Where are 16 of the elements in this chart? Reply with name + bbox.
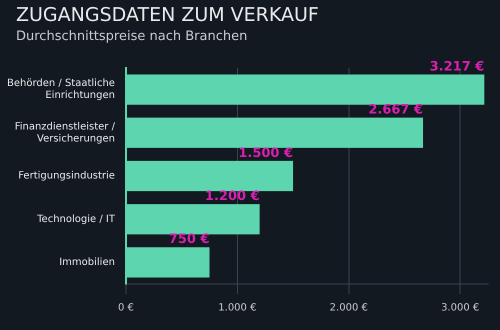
- y-tick-label: Immobilien: [59, 256, 115, 268]
- data-label: 1.500 €: [238, 146, 294, 161]
- x-tick-label: 1.000 €: [218, 302, 256, 314]
- data-label: 750 €: [168, 232, 210, 248]
- y-tick-label: Fertigungsindustrie: [18, 170, 115, 182]
- x-tick-label: 3.000 €: [441, 302, 480, 314]
- data-label: 1.200 €: [204, 188, 260, 204]
- data-label: 3.217 €: [430, 59, 484, 74]
- y-tick-label: Finanzdienstleister / Versicherungen: [14, 121, 116, 144]
- x-tick-label: 2.000 €: [330, 302, 368, 314]
- y-tick-label: Behörden / Staatliche Einrichtungen: [6, 78, 115, 102]
- chart-subtitle: Durchschnittspreise nach Branchen: [16, 29, 248, 44]
- chart-title: ZUGANGSDATEN ZUM VERKAUF: [16, 4, 319, 26]
- y-tick-label: Technologie / IT: [36, 214, 116, 225]
- x-tick-label: 0 €: [118, 302, 134, 314]
- data-label: 2.667 €: [368, 102, 424, 118]
